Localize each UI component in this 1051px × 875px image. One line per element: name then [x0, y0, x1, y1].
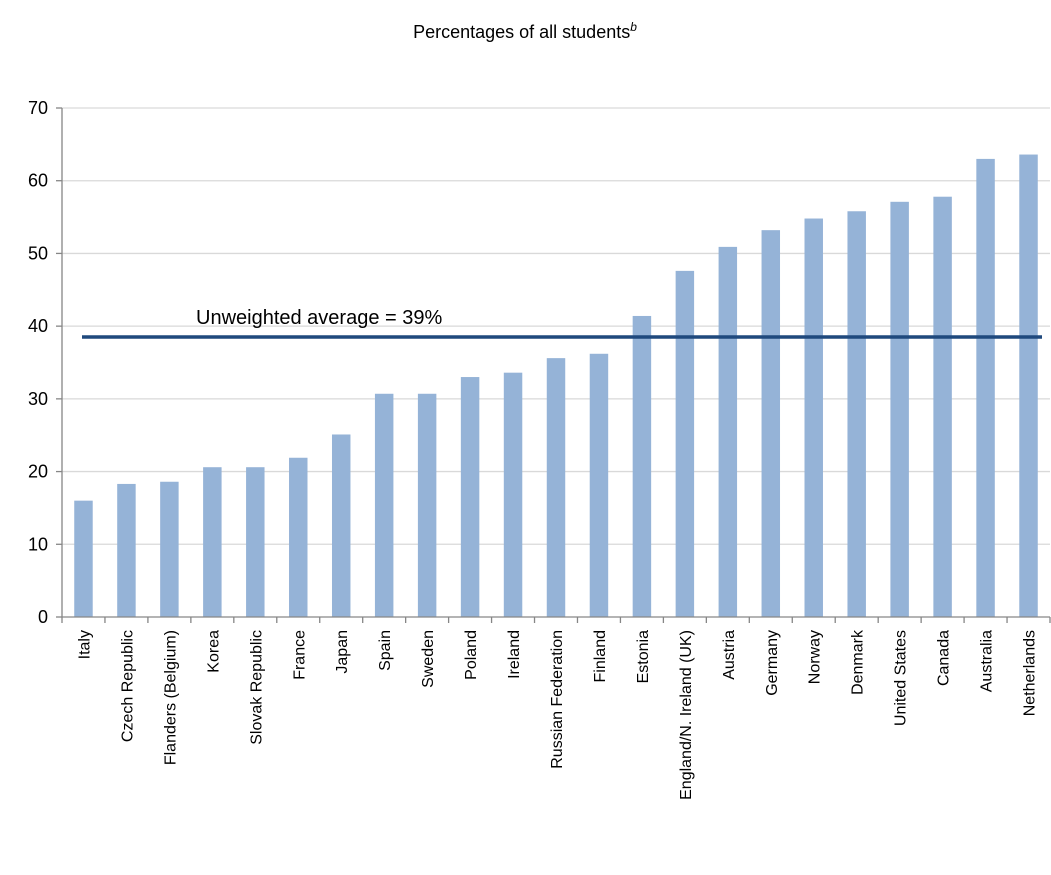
bar	[1019, 154, 1038, 617]
bar	[804, 218, 823, 618]
category-label: Czech Republic	[119, 630, 136, 742]
category-labels: Italy Czech Republic Flanders (Belgium) Kor…	[76, 629, 1038, 800]
bars	[74, 154, 1038, 618]
category-label: Italy	[76, 630, 93, 659]
bar	[74, 500, 93, 617]
bar	[718, 246, 738, 618]
category-label: Netherlands	[1022, 630, 1039, 716]
category-label: France	[291, 630, 308, 680]
chart-subtitle-text: Percentages of all students	[413, 22, 630, 42]
bar	[546, 358, 566, 617]
category-label: Sweden	[420, 630, 437, 688]
category-label: Spain	[377, 630, 394, 671]
y-tick-label: 40	[28, 316, 48, 336]
category-label: Flanders (Belgium)	[162, 630, 179, 765]
bar	[117, 483, 136, 617]
category-label: United States	[893, 630, 910, 726]
category-label: Poland	[463, 630, 480, 680]
category-label: Australia	[979, 630, 996, 692]
category-label: Estonia	[635, 630, 652, 683]
average-label: Unweighted average = 39%	[196, 307, 442, 329]
y-tick-label: 20	[28, 462, 48, 482]
bar	[761, 230, 781, 617]
y-tick-label: 30	[28, 389, 48, 409]
y-tick-label: 70	[28, 98, 48, 118]
bar	[417, 393, 437, 617]
category-label: Japan	[334, 630, 351, 674]
y-tick-labels: 0 10 20 30 40 50 60 70	[28, 98, 48, 627]
y-tick-label: 60	[28, 171, 48, 191]
category-label: Denmark	[850, 629, 867, 695]
bar	[331, 434, 351, 617]
bar	[933, 196, 952, 617]
bar	[589, 353, 609, 617]
bar	[246, 467, 265, 617]
axes	[56, 107, 1051, 623]
category-label: Korea	[205, 630, 222, 673]
category-label: Ireland	[506, 630, 523, 679]
category-label: Russian Federation	[549, 630, 566, 769]
bar	[890, 201, 909, 617]
y-tick-label: 50	[28, 243, 48, 263]
category-label: Canada	[936, 630, 953, 686]
bar	[847, 211, 866, 618]
bar	[503, 372, 523, 617]
category-label: Austria	[721, 630, 738, 680]
chart-subtitle: Percentages of all studentsb	[413, 20, 637, 42]
bar	[160, 481, 179, 617]
chart-subtitle-superscript: b	[630, 20, 637, 34]
bar	[289, 457, 308, 617]
bar	[632, 315, 652, 617]
category-label: Finland	[592, 630, 609, 682]
bar	[203, 467, 222, 617]
y-tick-label: 0	[38, 607, 48, 627]
y-tick-label: 10	[28, 534, 48, 554]
category-label: England/N. Ireland (UK)	[678, 630, 695, 800]
category-label: Germany	[764, 630, 781, 696]
category-label: Norway	[807, 630, 824, 684]
category-label: Slovak Republic	[248, 630, 265, 745]
bar	[460, 377, 480, 617]
bar	[374, 393, 394, 617]
bar	[976, 158, 995, 617]
average-line-group: Unweighted average = 39%	[82, 307, 1042, 339]
bar	[675, 270, 695, 617]
